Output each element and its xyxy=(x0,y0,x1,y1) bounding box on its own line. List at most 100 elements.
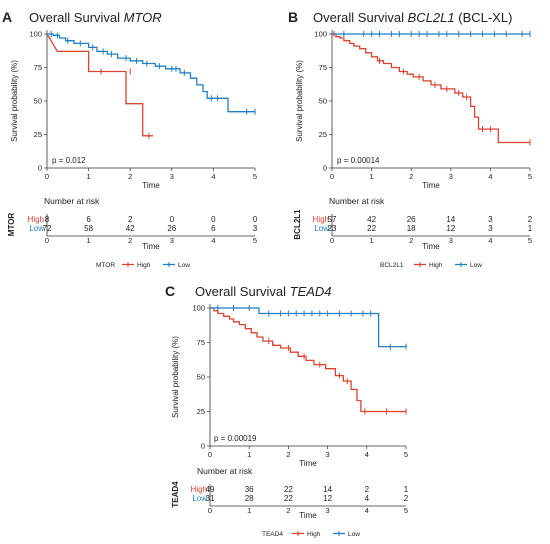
risk-x-tick-label: 3 xyxy=(326,506,330,515)
legend: BCL2L1 High Low xyxy=(380,262,482,269)
y-tick-label: 75 xyxy=(34,63,42,72)
title-gene: TEAD4 xyxy=(290,284,332,299)
legend-label-high: High xyxy=(429,262,443,269)
chart-title: Overall Survival BCL2L1 (BCL-XL) xyxy=(313,10,512,25)
risk-count: 4 xyxy=(365,494,370,503)
risk-table-group-label: BCL2L1 xyxy=(293,209,302,240)
title-gene: BCL2L1 xyxy=(408,10,455,25)
legend: TEAD4 High Low xyxy=(262,531,360,538)
x-tick-label: 2 xyxy=(128,172,132,181)
risk-x-tick-label: 1 xyxy=(87,236,91,245)
x-tick-label: 3 xyxy=(449,172,453,181)
x-tick-label: 0 xyxy=(330,172,334,181)
legend: MTOR High Low xyxy=(96,262,190,269)
y-axis-label: Survival probability (%) xyxy=(10,60,19,142)
x-tick-label: 5 xyxy=(404,450,408,459)
y-tick-label: 100 xyxy=(192,304,205,313)
title-text: Overall Survival xyxy=(29,10,124,25)
risk-x-tick-label: 1 xyxy=(370,236,374,245)
risk-count: 2 xyxy=(128,215,133,224)
risk-x-axis-label: Time xyxy=(142,242,160,251)
x-tick-label: 4 xyxy=(211,172,215,181)
x-tick-label: 1 xyxy=(370,172,374,181)
y-tick-label: 100 xyxy=(29,30,42,39)
x-tick-label: 0 xyxy=(208,450,212,459)
panel-b: B Overall Survival BCL2L1 (BCL-XL)0255075… xyxy=(288,9,533,269)
risk-count: 3 xyxy=(488,215,493,224)
risk-row-label-high: High xyxy=(313,215,329,224)
legend-label-low: Low xyxy=(178,262,190,269)
panel-letter: A xyxy=(2,9,12,25)
risk-count: 14 xyxy=(446,215,455,224)
risk-x-tick-label: 5 xyxy=(404,506,408,515)
risk-count: 28 xyxy=(245,494,254,503)
p-value: p = 0.012 xyxy=(52,156,86,165)
risk-x-tick-label: 4 xyxy=(365,506,369,515)
y-axis-label: Survival probability (%) xyxy=(171,336,180,418)
y-tick-label: 75 xyxy=(319,63,327,72)
risk-count: 36 xyxy=(245,485,254,494)
y-tick-label: 25 xyxy=(319,130,327,139)
panel-letter: C xyxy=(165,283,175,299)
risk-x-tick-label: 2 xyxy=(409,236,413,245)
legend-label-high: High xyxy=(307,531,321,538)
x-tick-label: 0 xyxy=(45,172,49,181)
y-tick-label: 75 xyxy=(197,338,205,347)
y-tick-label: 50 xyxy=(34,97,42,106)
risk-x-tick-label: 2 xyxy=(128,236,132,245)
risk-count: 42 xyxy=(367,215,376,224)
risk-count: 1 xyxy=(404,485,409,494)
x-tick-label: 1 xyxy=(247,450,251,459)
risk-x-tick-label: 4 xyxy=(211,236,215,245)
risk-count: 6 xyxy=(86,215,91,224)
y-tick-label: 50 xyxy=(319,97,327,106)
risk-count: 1 xyxy=(528,224,533,233)
risk-x-axis-label: Time xyxy=(299,511,317,520)
x-tick-label: 4 xyxy=(365,450,369,459)
legend-title: TEAD4 xyxy=(262,531,283,538)
risk-count: 18 xyxy=(407,224,416,233)
risk-count: 22 xyxy=(284,485,293,494)
risk-count: 2 xyxy=(528,215,533,224)
risk-row-label-low: Low xyxy=(314,224,329,233)
p-value: p = 0.00014 xyxy=(337,156,380,165)
title-text: Overall Survival xyxy=(195,284,290,299)
legend-title: BCL2L1 xyxy=(380,262,404,269)
x-tick-label: 1 xyxy=(87,172,91,181)
risk-x-tick-label: 0 xyxy=(208,506,212,515)
y-tick-label: 25 xyxy=(34,130,42,139)
x-tick-label: 3 xyxy=(170,172,174,181)
risk-x-tick-label: 3 xyxy=(449,236,453,245)
risk-table-group-label: TEAD4 xyxy=(171,481,180,508)
x-tick-label: 2 xyxy=(409,172,413,181)
risk-count: 12 xyxy=(446,224,455,233)
risk-count: 2 xyxy=(365,485,370,494)
x-axis-label: Time xyxy=(299,459,317,468)
risk-count: 0 xyxy=(211,215,216,224)
survival-curve-low xyxy=(47,33,255,113)
risk-count: 0 xyxy=(253,215,258,224)
chart-title: Overall Survival TEAD4 xyxy=(195,284,332,299)
risk-count: 6 xyxy=(211,224,216,233)
y-tick-label: 0 xyxy=(323,164,327,173)
risk-count: 22 xyxy=(284,494,293,503)
risk-x-tick-label: 3 xyxy=(170,236,174,245)
survival-curve-high xyxy=(332,33,530,144)
risk-count: 12 xyxy=(323,494,332,503)
x-tick-label: 2 xyxy=(286,450,290,459)
panel-letter: B xyxy=(288,9,298,25)
legend-label-low: Low xyxy=(470,262,482,269)
y-tick-label: 50 xyxy=(197,373,205,382)
x-tick-label: 5 xyxy=(528,172,532,181)
risk-count: 42 xyxy=(126,224,135,233)
risk-count: 3 xyxy=(488,224,493,233)
risk-table-title: Number at risk xyxy=(197,466,253,476)
legend-label-low: Low xyxy=(348,531,360,538)
y-tick-label: 0 xyxy=(201,442,205,451)
x-tick-label: 4 xyxy=(488,172,492,181)
risk-count: 26 xyxy=(167,224,176,233)
y-tick-label: 25 xyxy=(197,407,205,416)
